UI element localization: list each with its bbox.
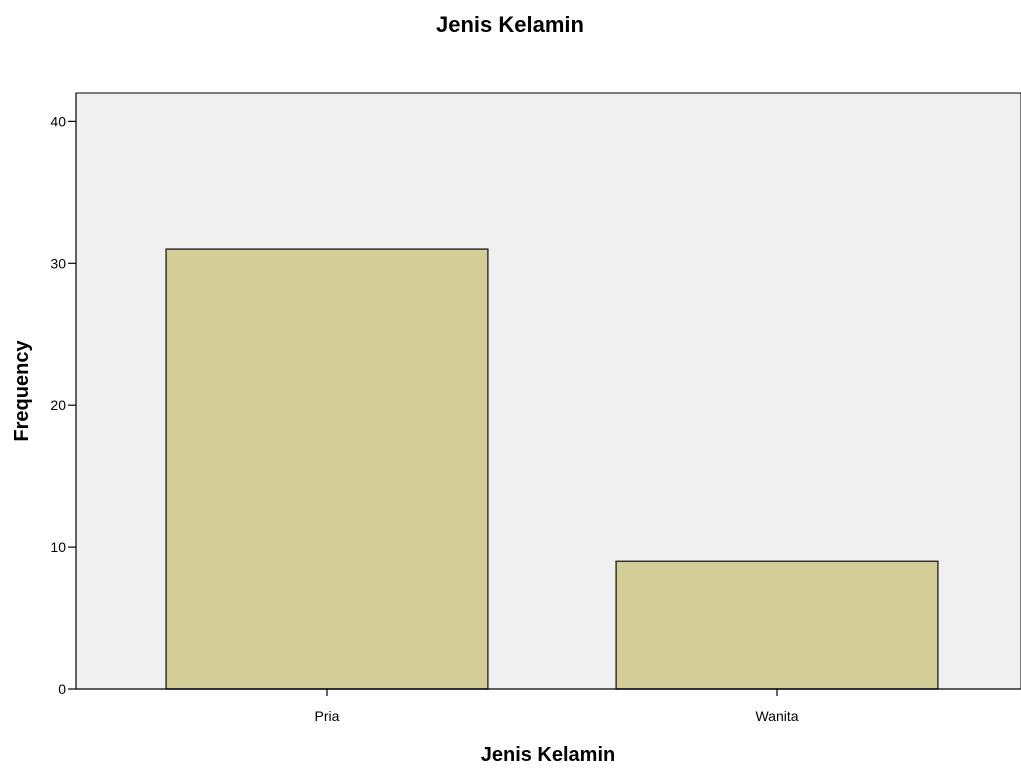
x-tick-label: Pria	[315, 708, 340, 724]
y-tick-label: 0	[58, 681, 66, 697]
y-tick-label: 10	[50, 539, 66, 555]
chart-title: Jenis Kelamin	[436, 12, 584, 37]
bar-pria	[165, 248, 489, 690]
y-tick-label: 40	[50, 113, 66, 129]
y-axis-ticks: 0 10 20 30 40	[50, 93, 77, 697]
x-tick-label: Wanita	[755, 708, 798, 724]
x-axis-ticks: Pria Wanita	[76, 688, 1021, 724]
y-tick-label: 30	[50, 255, 66, 271]
y-axis-title: Frequency	[11, 340, 33, 442]
bar-wanita	[615, 560, 939, 690]
y-tick-label: 20	[50, 397, 66, 413]
x-axis-title: Jenis Kelamin	[481, 744, 616, 766]
